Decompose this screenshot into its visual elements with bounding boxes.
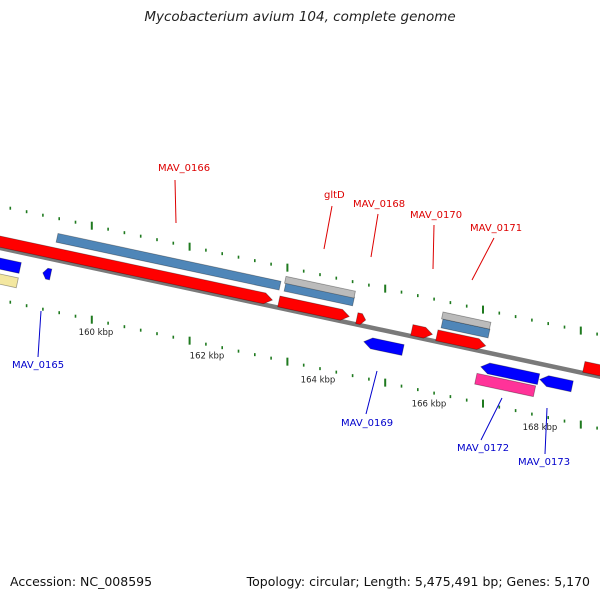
label-leader-line bbox=[174, 179, 177, 224]
feature-label: MAV_0171 bbox=[470, 223, 522, 234]
forward-cds bbox=[582, 361, 600, 377]
misc-feature bbox=[284, 275, 356, 299]
scale-label: 162 kbp bbox=[190, 352, 225, 362]
map-title: Mycobacterium avium 104, complete genome bbox=[144, 9, 456, 25]
feature-label: MAV_0173 bbox=[518, 457, 570, 468]
feature-label: gltD bbox=[324, 190, 345, 201]
gene-feature bbox=[55, 232, 282, 291]
label-leader-line bbox=[471, 237, 495, 281]
forward-cds bbox=[277, 295, 350, 321]
feature-label: MAV_0170 bbox=[410, 210, 462, 221]
misc-feature bbox=[441, 311, 492, 330]
label-leader-line bbox=[432, 224, 435, 270]
reverse-cds bbox=[480, 362, 541, 385]
label-leader-line bbox=[323, 205, 333, 250]
feature-label: MAV_0169 bbox=[341, 418, 393, 429]
scale-label: 168 kbp bbox=[523, 423, 558, 433]
scale-label: 166 kbp bbox=[412, 399, 447, 409]
label-leader-line bbox=[370, 213, 379, 258]
forward-cds bbox=[0, 233, 274, 305]
outer-tick-ring bbox=[9, 206, 598, 336]
rna-feature bbox=[474, 372, 537, 398]
label-leader-line bbox=[544, 407, 548, 455]
genome-backbone bbox=[0, 245, 600, 380]
misc-feature bbox=[0, 271, 19, 289]
genome-stats-label: Topology: circular; Length: 5,475,491 bp… bbox=[246, 574, 590, 589]
feature-label: MAV_0165 bbox=[12, 360, 64, 371]
label-leader-line bbox=[365, 370, 378, 415]
reverse-cds bbox=[42, 267, 53, 281]
accession-label: Accession: NC_008595 bbox=[10, 574, 153, 589]
forward-cds bbox=[355, 312, 367, 325]
feature-label: MAV_0166 bbox=[158, 163, 210, 174]
label-leader-line bbox=[37, 310, 42, 358]
inner-tick-ring bbox=[9, 300, 598, 430]
forward-cds bbox=[410, 324, 434, 339]
forward-cds bbox=[435, 329, 487, 350]
scale-label: 160 kbp bbox=[79, 328, 114, 338]
label-leader-line bbox=[480, 397, 503, 441]
feature-label: MAV_0168 bbox=[353, 199, 405, 210]
scale-label: 164 kbp bbox=[301, 375, 336, 385]
reverse-cds bbox=[0, 257, 22, 274]
reverse-cds bbox=[539, 375, 574, 393]
reverse-cds bbox=[363, 337, 405, 356]
feature-label: MAV_0172 bbox=[457, 443, 509, 454]
